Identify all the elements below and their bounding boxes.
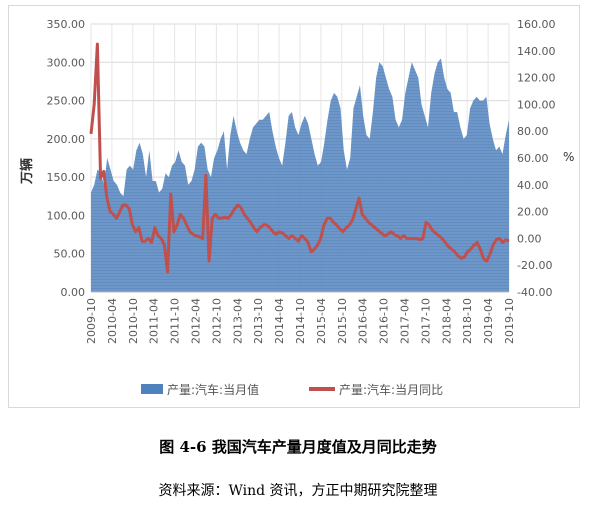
y-right-tick-label: 60.00 [517, 152, 549, 165]
x-tick-label: 2012-10 [210, 298, 223, 344]
x-tick-label: 2018-10 [461, 298, 474, 344]
x-tick-label: 2019-10 [503, 298, 516, 344]
y-right-tick-label: -20.00 [517, 259, 552, 272]
y-left-tick-label: 150.00 [47, 171, 86, 184]
production-chart: 0.00 50.00 100.00 150.00 200.00 250.00 300.00 3… [19, 18, 574, 397]
x-tick-label: 2010-04 [106, 298, 119, 344]
axis-layer: 0.00 50.00 100.00 150.00 200.00 250.00 300.00 3… [47, 18, 556, 344]
y-left-tick-label: 0.00 [61, 286, 86, 299]
x-tick-label: 2014-04 [273, 298, 286, 344]
x-tick-label: 2015-04 [315, 298, 328, 344]
x-tick-label: 2013-10 [252, 298, 265, 344]
y-right-tick-label: 140.00 [517, 45, 556, 58]
x-tick-label: 2018-04 [440, 298, 453, 344]
x-tick-label: 2015-10 [336, 298, 349, 344]
legend-swatch-area [141, 384, 163, 394]
x-tick-label: 2010-10 [127, 298, 140, 344]
x-tick-label: 2013-04 [231, 298, 244, 344]
chart-frame: 0.00 50.00 100.00 150.00 200.00 250.00 300.00 3… [8, 5, 580, 408]
y-left-tick-label: 50.00 [54, 248, 86, 261]
x-tick-label: 2011-04 [148, 298, 161, 344]
x-tick-label: 2014-10 [294, 298, 307, 344]
x-tick-label: 2009-10 [85, 298, 98, 344]
area-series-production [91, 58, 509, 293]
x-tick-label: 2017-04 [399, 298, 412, 344]
line-series-yoy [89, 42, 510, 274]
x-tick-label: 2017-10 [419, 298, 432, 344]
x-tick-label: 2012-04 [190, 298, 203, 344]
y-left-tick-label: 200.00 [47, 133, 86, 146]
y-right-tick-label: 120.00 [517, 72, 556, 85]
y-right-tick-label: 40.00 [517, 179, 549, 192]
legend-entry-line: 产量:汽车:当月同比 [339, 382, 443, 397]
legend-entry-area: 产量:汽车:当月值 [167, 382, 259, 397]
y-right-tick-label: 80.00 [517, 125, 549, 138]
y-right-tick-label: 20.00 [517, 206, 549, 219]
y-left-tick-label: 350.00 [47, 18, 86, 31]
y-right-tick-label: 100.00 [517, 98, 556, 111]
x-tick-label: 2016-04 [357, 298, 370, 344]
figure-caption: 图 4-6 我国汽车产量月度值及月同比走势 [159, 438, 437, 456]
y-axis-left-label: 万辆 [19, 158, 35, 185]
y-right-tick-label: 160.00 [517, 18, 556, 31]
x-tick-label: 2011-10 [169, 298, 182, 344]
y-left-tick-label: 300.00 [47, 56, 86, 69]
x-tick-label: 2016-10 [378, 298, 391, 344]
y-axis-right-label: % [563, 150, 574, 164]
y-right-tick-label: -40.00 [517, 286, 552, 299]
y-left-tick-label: 250.00 [47, 95, 86, 108]
legend: 产量:汽车:当月值 产量:汽车:当月同比 [141, 382, 443, 397]
y-left-tick-label: 100.00 [47, 209, 86, 222]
x-tick-label: 2019-04 [482, 298, 495, 344]
y-right-tick-label: 0.00 [517, 232, 542, 245]
line-series-layer [89, 42, 510, 274]
source-note: 资料来源：Wind 资讯，方正中期研究院整理 [158, 483, 438, 499]
